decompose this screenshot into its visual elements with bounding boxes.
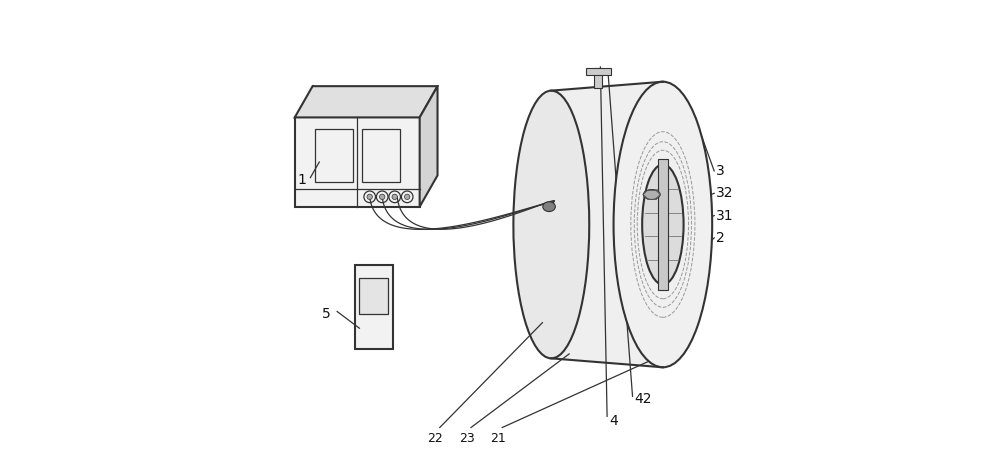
Bar — [362, 128, 400, 182]
Text: 1: 1 — [297, 173, 306, 187]
Ellipse shape — [643, 189, 660, 199]
Text: 42: 42 — [634, 392, 651, 405]
Bar — [586, 68, 611, 75]
Ellipse shape — [543, 202, 555, 211]
Bar — [658, 158, 668, 291]
Text: 4: 4 — [609, 414, 618, 428]
Polygon shape — [551, 82, 663, 367]
Bar — [355, 264, 393, 349]
Circle shape — [405, 194, 410, 199]
Text: 21: 21 — [490, 432, 506, 445]
Text: 31: 31 — [716, 209, 734, 223]
Polygon shape — [295, 117, 420, 207]
Text: 3: 3 — [716, 164, 725, 178]
Text: 2: 2 — [716, 231, 725, 245]
Ellipse shape — [513, 91, 589, 358]
Ellipse shape — [614, 82, 712, 367]
Circle shape — [367, 194, 372, 199]
Text: 22: 22 — [427, 432, 443, 445]
Text: 5: 5 — [322, 307, 330, 321]
Bar — [594, 68, 602, 88]
Bar — [315, 128, 353, 182]
Circle shape — [380, 194, 385, 199]
Circle shape — [392, 194, 397, 199]
Text: 23: 23 — [459, 432, 474, 445]
Polygon shape — [420, 86, 438, 207]
Ellipse shape — [642, 164, 684, 285]
Text: 32: 32 — [716, 186, 734, 200]
Polygon shape — [295, 86, 438, 117]
Bar — [359, 278, 388, 314]
